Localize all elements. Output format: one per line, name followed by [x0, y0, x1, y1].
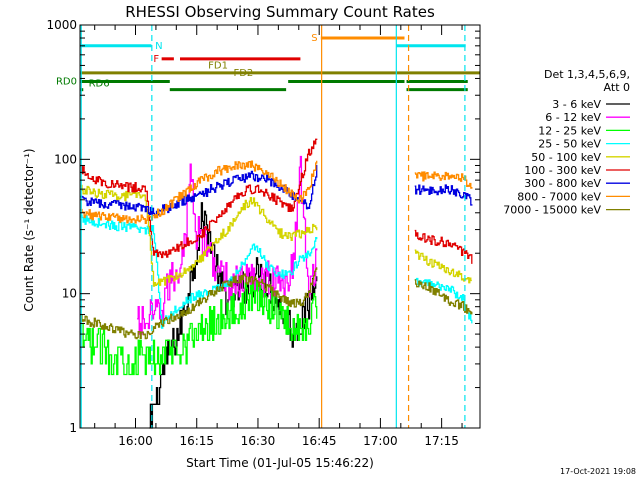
- legend-label: 800 - 7000 keV: [517, 190, 601, 203]
- flag-label: FD1: [208, 60, 228, 71]
- x-axis: 16:00 16:15 16:30 16:45 17:00 17:15: [94, 25, 463, 448]
- legend-label: 300 - 800 keV: [524, 177, 601, 190]
- x-tick-label: 16:30: [241, 434, 276, 448]
- series-traces: [80, 138, 473, 429]
- flag-label: FD2: [233, 68, 253, 79]
- series-trace-6: [80, 164, 473, 218]
- y-tick-label: 10: [62, 287, 77, 301]
- legend-label: 100 - 300 keV: [524, 164, 601, 177]
- legend-header-line-2: Att 0: [604, 81, 630, 94]
- series-trace-2: [80, 279, 318, 376]
- generation-timestamp: 17-Oct-2021 19:08: [560, 467, 636, 476]
- y-tick-label: 1: [69, 421, 77, 435]
- flag-bars: N S F FD1 FD2 RD0 RD6: [56, 33, 480, 92]
- legend-label: 3 - 6 keV: [552, 98, 601, 111]
- plot-frame: [79, 24, 481, 429]
- legend-label: 7000 - 15000 keV: [503, 204, 601, 217]
- flag-label: S: [311, 33, 317, 44]
- y-tick-label: 1000: [46, 18, 77, 32]
- event-lines: [80, 25, 466, 428]
- series-trace-5: [80, 138, 473, 264]
- x-tick-label: 16:00: [118, 434, 153, 448]
- flag-label: N: [155, 41, 162, 52]
- x-tick-label: 17:00: [363, 434, 398, 448]
- x-tick-label: 16:15: [179, 434, 214, 448]
- legend-header-line-1: Det 1,3,4,5,6,9,: [544, 68, 630, 81]
- x-tick-label: 17:15: [424, 434, 459, 448]
- series-trace-4: [80, 184, 472, 287]
- legend-label: 6 - 12 keV: [545, 111, 601, 124]
- flag-label: RD6: [89, 79, 110, 90]
- flag-label: RD0: [56, 76, 77, 87]
- y-axis: 1 10 100 1000: [46, 18, 480, 435]
- y-tick-label: 100: [54, 152, 77, 166]
- legend-label: 25 - 50 keV: [538, 138, 601, 151]
- legend-label: 12 - 25 keV: [538, 124, 601, 137]
- chart-title: RHESSI Observing Summary Count Rates: [125, 3, 435, 21]
- x-tick-label: 16:45: [302, 434, 337, 448]
- x-axis-label: Start Time (01-Jul-05 15:46:22): [186, 456, 374, 470]
- series-trace-8: [80, 267, 473, 340]
- flag-label: F: [153, 54, 159, 65]
- legend-label: 50 - 100 keV: [531, 151, 601, 164]
- y-axis-label: Count Rate (s⁻¹ detector⁻¹): [22, 148, 36, 311]
- series-trace-7: [80, 160, 473, 224]
